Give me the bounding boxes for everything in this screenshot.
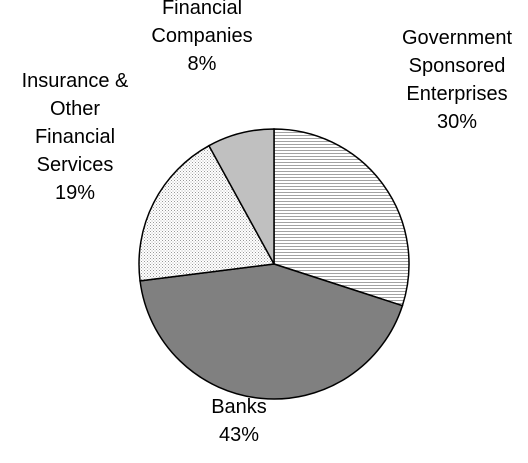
slice-name-line: Enterprises	[406, 83, 507, 105]
slice-name-line: Companies	[151, 25, 252, 47]
slice-label-government-sponsored-enterprises: Government Sponsored Enterprises 30%	[402, 27, 512, 133]
pie-labels: Government Sponsored Enterprises 30% Banks 43…	[22, 0, 513, 446]
slice-percent-label: 8%	[188, 53, 217, 75]
slice-name-line: Banks	[211, 396, 267, 418]
slice-percent-label: 43%	[219, 424, 259, 446]
slice-name-line: Sponsored	[409, 55, 506, 77]
slice-name-line: Financial	[35, 126, 115, 148]
slice-name-line: Services	[37, 154, 114, 176]
slice-name-line: Insurance &	[22, 70, 129, 92]
slice-label-banks: Banks 43%	[211, 396, 267, 446]
slice-percent-label: 30%	[437, 111, 477, 133]
slice-name-line: Financial	[162, 0, 242, 19]
pie-slice-government-sponsored-enterprises	[273, 128, 410, 307]
pie-slices	[138, 128, 410, 400]
slice-name-line: Government	[402, 27, 512, 49]
slice-name-line: Other	[50, 98, 100, 120]
pie-slice-banks	[139, 263, 404, 400]
pie-slice-insurance-other-financial-services	[138, 144, 276, 282]
slice-percent-label: 19%	[55, 182, 95, 204]
slice-label-insurance-other-financial-services: Insurance & Other Financial Services 19%	[22, 70, 129, 204]
pie-slice-other-non-financial-companies	[207, 128, 275, 265]
